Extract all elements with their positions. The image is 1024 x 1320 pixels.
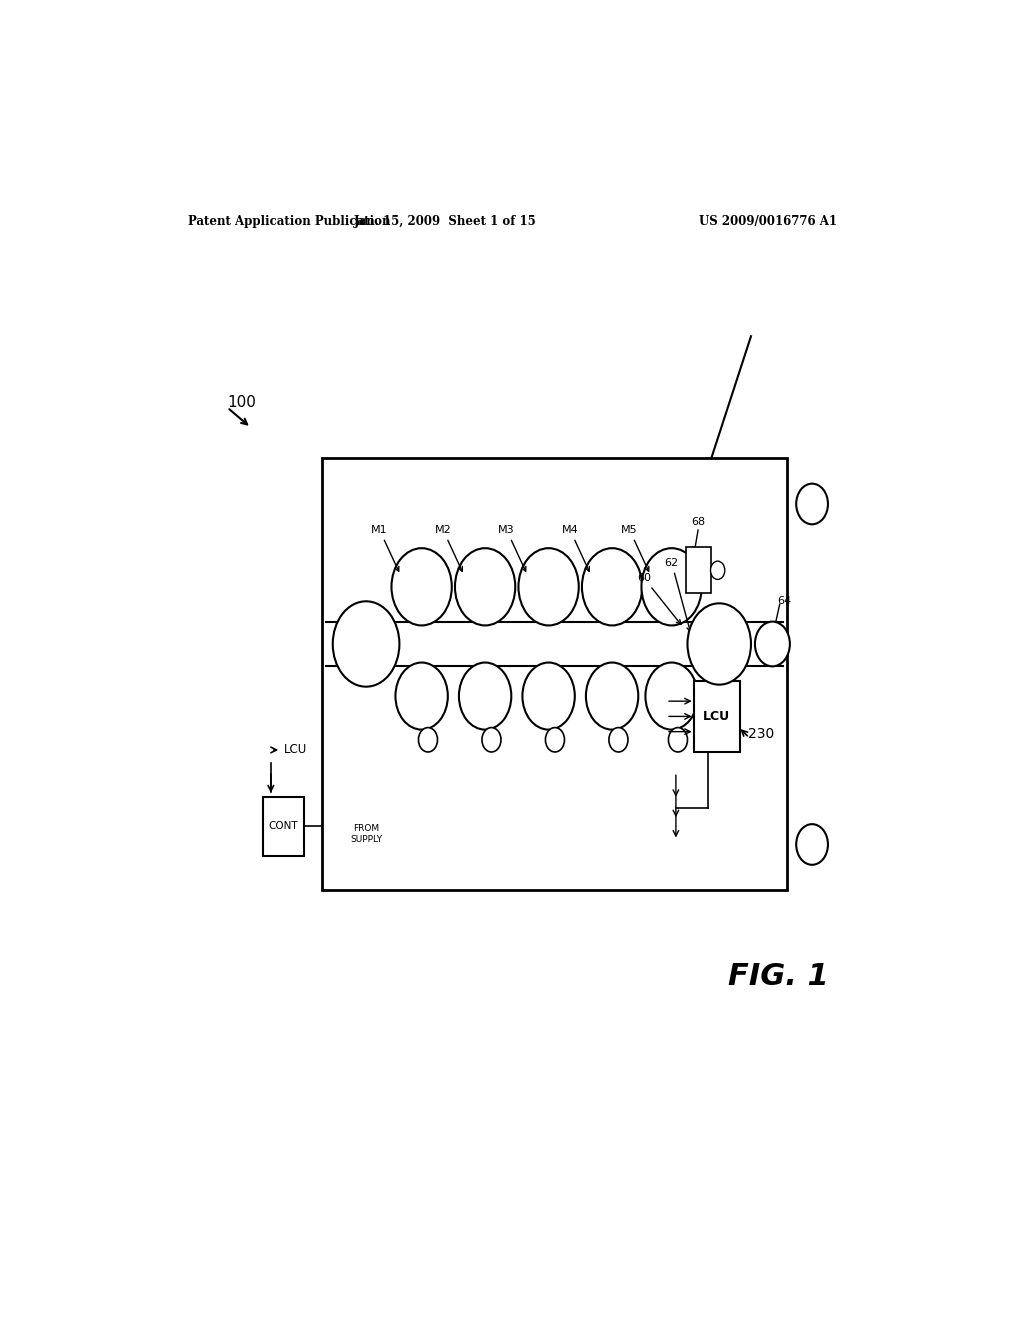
Text: CONT: CONT bbox=[268, 821, 298, 832]
Circle shape bbox=[522, 663, 574, 730]
Circle shape bbox=[645, 663, 697, 730]
Circle shape bbox=[711, 561, 725, 579]
Circle shape bbox=[395, 663, 447, 730]
Circle shape bbox=[333, 602, 399, 686]
Text: M4: M4 bbox=[561, 525, 590, 572]
Bar bbox=[323, 458, 786, 890]
Circle shape bbox=[687, 603, 751, 685]
Text: 60: 60 bbox=[637, 573, 681, 624]
Text: FIG. 1: FIG. 1 bbox=[728, 962, 829, 991]
Text: 68: 68 bbox=[691, 517, 706, 527]
Circle shape bbox=[641, 548, 701, 626]
Text: LCU: LCU bbox=[703, 710, 730, 723]
Circle shape bbox=[455, 548, 515, 626]
Bar bbox=[694, 681, 740, 752]
Circle shape bbox=[586, 663, 638, 730]
Circle shape bbox=[797, 824, 828, 865]
Text: LCU: LCU bbox=[285, 743, 307, 756]
Text: 230: 230 bbox=[748, 727, 774, 742]
Bar bbox=[686, 548, 712, 593]
Text: M3: M3 bbox=[499, 525, 526, 572]
Text: 62: 62 bbox=[665, 557, 691, 632]
Circle shape bbox=[546, 727, 564, 752]
Circle shape bbox=[755, 622, 790, 667]
Circle shape bbox=[482, 727, 501, 752]
Text: M5: M5 bbox=[622, 525, 649, 572]
Circle shape bbox=[609, 727, 628, 752]
Circle shape bbox=[797, 483, 828, 524]
Text: FROM
SUPPLY: FROM SUPPLY bbox=[350, 825, 382, 843]
Circle shape bbox=[518, 548, 579, 626]
Text: Jan. 15, 2009  Sheet 1 of 15: Jan. 15, 2009 Sheet 1 of 15 bbox=[354, 215, 537, 228]
Bar bbox=[263, 797, 304, 855]
Circle shape bbox=[669, 727, 687, 752]
Text: 64: 64 bbox=[777, 597, 792, 606]
Text: M2: M2 bbox=[434, 525, 463, 572]
Text: US 2009/0016776 A1: US 2009/0016776 A1 bbox=[699, 215, 838, 228]
Circle shape bbox=[391, 548, 452, 626]
Circle shape bbox=[582, 548, 642, 626]
Text: 100: 100 bbox=[227, 395, 256, 409]
Circle shape bbox=[459, 663, 511, 730]
Text: M1: M1 bbox=[372, 525, 399, 572]
Circle shape bbox=[419, 727, 437, 752]
Text: Patent Application Publication: Patent Application Publication bbox=[187, 215, 390, 228]
